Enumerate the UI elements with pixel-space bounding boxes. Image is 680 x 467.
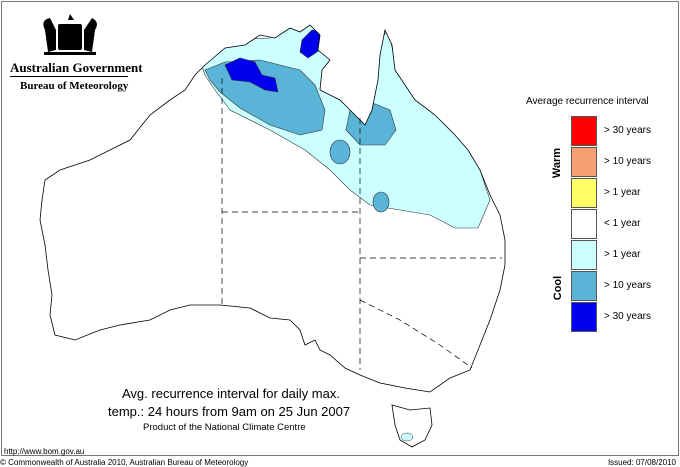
website-link[interactable]: http://www.bom.gov.au <box>4 447 85 456</box>
legend-group-warm: Warm <box>551 147 564 179</box>
region-cool-1-year <box>199 25 491 229</box>
legend-swatch <box>571 271 597 301</box>
issued-date: Issued: 07/08/2010 <box>607 458 676 467</box>
legend-label: > 1 year <box>604 187 641 198</box>
legend-label: > 30 years <box>604 125 651 136</box>
legend-swatch <box>571 240 597 270</box>
legend-swatch <box>571 147 597 177</box>
copyright-notice: © Commonwealth of Australia 2010, Austra… <box>0 458 249 467</box>
agency-title: Bureau of Meteorology <box>20 80 129 92</box>
legend-title: Average recurrence interval <box>526 96 649 107</box>
legend-swatch <box>571 116 597 146</box>
region-cool-30-years <box>224 57 279 93</box>
legend-swatch <box>571 209 597 239</box>
government-title: Australian Government <box>10 60 143 75</box>
legend-swatch <box>571 302 597 332</box>
tasmania <box>391 404 433 448</box>
legend-label: < 1 year <box>604 218 641 229</box>
logo-divider <box>10 76 128 77</box>
state-borders <box>221 78 502 370</box>
caption-line-1: Avg. recurrence interval for daily max. <box>122 386 340 401</box>
region-cool-1-year <box>400 432 414 442</box>
legend-label: > 30 years <box>604 311 651 322</box>
legend-label: > 10 years <box>604 156 651 167</box>
caption-line-3: Product of the National Climate Centre <box>143 422 306 433</box>
map-frame <box>1 1 679 456</box>
region-cool-10-years <box>329 139 351 165</box>
caption-line-2: temp.: 24 hours from 9am on 25 Jun 2007 <box>108 404 351 419</box>
legend-swatch <box>571 178 597 208</box>
legend-label: > 1 year <box>604 249 641 260</box>
region-cool-10-years <box>372 191 390 213</box>
legend-label: > 10 years <box>604 280 651 291</box>
legend-group-cool: Cool <box>552 275 565 301</box>
coat-of-arms-logo <box>43 14 97 55</box>
